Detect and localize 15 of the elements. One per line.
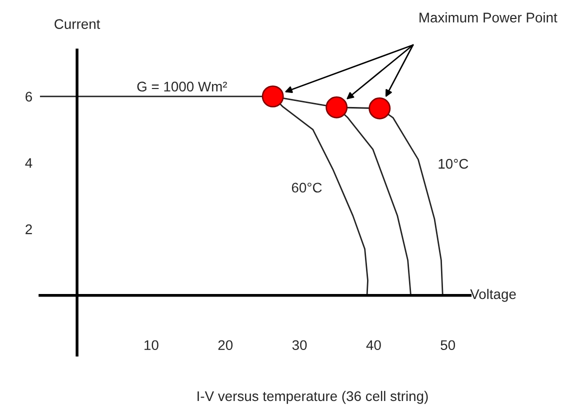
series-label: 60°C [292,182,322,193]
x-tick-label: 40 [366,340,381,350]
y-tick-label: 2 [26,224,32,234]
text: Maximum Power Point [420,12,558,22]
x-tick-label: 20 [218,340,233,350]
x-tick-label: 50 [440,340,456,350]
series-label: 10°C [438,158,468,169]
text: I-V versus temperature (36 cell string) [198,390,428,404]
y-tick-label: 6 [26,92,32,102]
y-axis-title: Current [54,19,100,29]
x-axis-title: Voltage [470,288,516,302]
x-tick-label: 10 [144,340,158,350]
x-tick-label: 30 [292,340,307,350]
annotation: G = 1000 Wm² [137,82,227,92]
y-tick-label: 4 [25,158,32,168]
